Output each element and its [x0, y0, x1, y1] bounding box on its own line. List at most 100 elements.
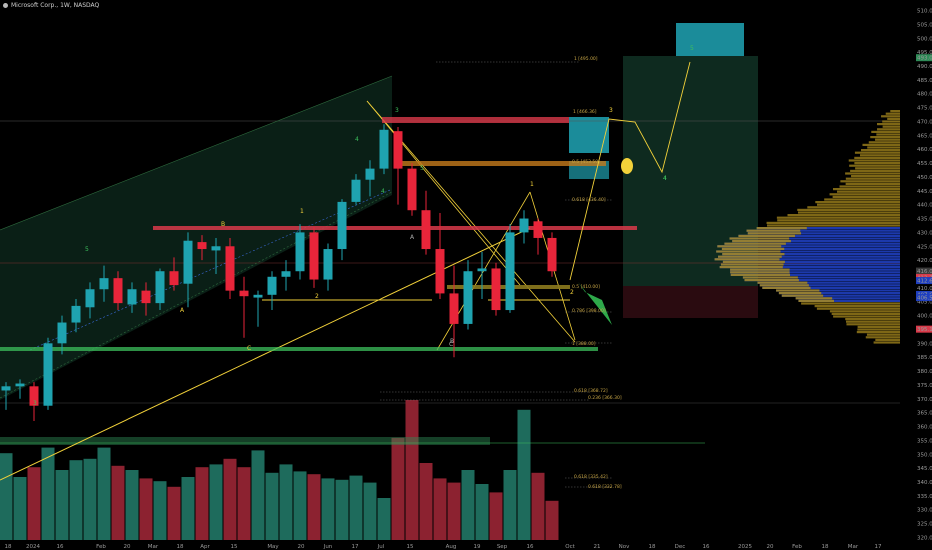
candle-body[interactable] [309, 232, 319, 280]
wave-label: 2 [315, 293, 319, 300]
candle-body[interactable] [57, 322, 67, 344]
time-axis-bg [0, 541, 932, 550]
volume-bar [97, 447, 111, 540]
profile-row-vol [747, 232, 802, 235]
candle-body[interactable] [505, 232, 515, 311]
candle-body[interactable] [127, 289, 137, 305]
candle-body[interactable] [337, 201, 347, 250]
candle-body[interactable] [379, 129, 389, 169]
profile-row [729, 237, 900, 240]
volume-bar [419, 463, 433, 540]
candle-body[interactable] [421, 210, 431, 250]
candle-body[interactable] [43, 343, 53, 406]
profile-row [885, 112, 900, 115]
time-tick: 17 [875, 544, 882, 550]
price-badge [916, 294, 932, 302]
volume-bar [489, 492, 503, 540]
candle-body[interactable] [491, 268, 501, 311]
price-badge-label: 412.63 [917, 279, 932, 285]
volume-bar [279, 464, 293, 540]
profile-row [875, 338, 900, 341]
volume-bar [335, 479, 349, 540]
price-tick: 460.00 [917, 147, 932, 153]
candle-body[interactable] [15, 383, 25, 387]
price-tick: 510.00 [917, 9, 932, 15]
fan-line-2 [366, 100, 521, 286]
volume-bar [41, 447, 55, 540]
profile-row [730, 268, 900, 271]
candle-body[interactable] [435, 249, 445, 294]
time-tick: 16 [57, 544, 64, 550]
candle-body[interactable] [267, 276, 277, 295]
volume-bar [111, 465, 125, 540]
profile-row [757, 281, 900, 284]
candle-body[interactable] [449, 293, 459, 324]
price-tick: 495.00 [917, 50, 932, 56]
candle-body[interactable] [211, 246, 221, 251]
candle-body[interactable] [351, 179, 361, 202]
candle-body[interactable] [393, 131, 403, 169]
candle-body[interactable] [169, 271, 179, 286]
profile-row [887, 117, 900, 120]
time-tick: Nov [619, 544, 630, 550]
pointer-hand-icon [621, 158, 633, 174]
volume-bar [251, 450, 265, 540]
profile-row [850, 169, 900, 172]
profile-row [798, 299, 900, 302]
profile-row [876, 133, 900, 136]
profile-row [849, 164, 900, 167]
volume-bar [223, 458, 237, 540]
volume-bar [447, 482, 461, 540]
profile-row [777, 219, 900, 222]
time-tick: Feb [792, 544, 802, 550]
profile-row [877, 128, 900, 131]
candle-body[interactable] [197, 242, 207, 250]
candle-body[interactable] [85, 289, 95, 308]
time-tick: Aug [446, 544, 457, 550]
candle-body[interactable] [183, 240, 193, 284]
candle-body[interactable] [141, 290, 151, 304]
candle-body[interactable] [155, 271, 165, 304]
price-tick: 390.00 [917, 341, 932, 347]
candle-body[interactable] [323, 249, 333, 280]
candle-body[interactable] [239, 290, 249, 297]
candle-body[interactable] [519, 218, 529, 233]
candle-body[interactable] [113, 278, 123, 304]
candle-body[interactable] [295, 232, 305, 272]
candle-body[interactable] [29, 386, 39, 406]
candle-body[interactable] [99, 278, 109, 290]
volume-bar [461, 470, 475, 540]
price-tick: 410.00 [917, 286, 932, 292]
time-tick: 2025 [738, 544, 752, 550]
time-tick: 19 [474, 544, 481, 550]
price-badge [916, 54, 932, 62]
profile-row [832, 195, 900, 198]
profile-row [720, 263, 900, 266]
candle-body[interactable] [463, 271, 473, 324]
wave-label: 5 [420, 165, 424, 172]
profile-row [722, 260, 900, 263]
profile-row [854, 156, 900, 159]
profile-row-vol [732, 240, 791, 243]
candle-body[interactable] [225, 246, 235, 291]
candle-body[interactable] [71, 305, 81, 323]
profile-row [855, 167, 900, 170]
candle-body[interactable] [477, 268, 487, 272]
candle-body[interactable] [1, 386, 11, 391]
profile-row [854, 162, 900, 165]
profile-row [730, 273, 900, 276]
candle-body[interactable] [281, 271, 291, 277]
candle-body[interactable] [533, 221, 543, 238]
candle-body[interactable] [407, 168, 417, 211]
channel-mid [29, 189, 391, 351]
candle-body[interactable] [547, 237, 557, 272]
candle-body[interactable] [253, 294, 263, 298]
profile-row [862, 143, 900, 146]
profile-row [860, 154, 900, 157]
profile-row [854, 151, 900, 154]
profile-row [845, 172, 900, 175]
candle-body[interactable] [365, 168, 375, 180]
profile-row-vol [719, 266, 783, 269]
price-tick: 375.00 [917, 383, 932, 389]
